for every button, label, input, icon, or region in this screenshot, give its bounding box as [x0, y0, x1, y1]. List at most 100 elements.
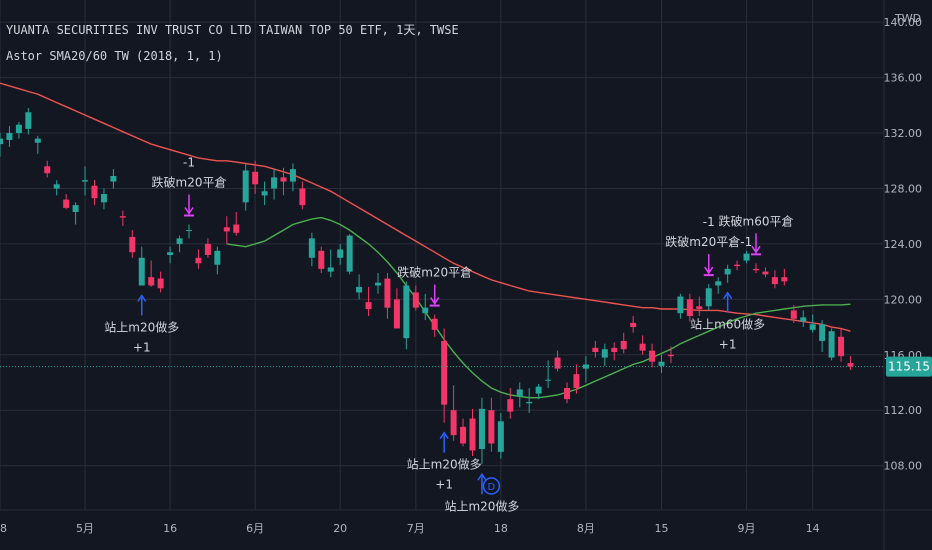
exit-signal: 跌破m20平倉 [397, 265, 472, 307]
y-tick-label: 124.00 [884, 238, 923, 251]
candle-body [422, 307, 429, 314]
candle [601, 343, 608, 366]
x-tick-label: 14 [806, 522, 820, 535]
candle [743, 250, 750, 264]
candle-body [762, 271, 769, 275]
candle [375, 273, 381, 294]
candle-body [6, 133, 13, 140]
candle-body [847, 363, 854, 367]
event-marker-label: D [488, 482, 496, 493]
candle-body [119, 216, 126, 218]
candle-body [743, 253, 750, 261]
currency-label: TWD [895, 12, 922, 25]
candle [809, 314, 816, 333]
candle-body [148, 277, 155, 286]
y-axis: 108.00112.00116.00120.00124.00128.00132.… [884, 16, 923, 472]
signal-label: 跌破m60平倉 [719, 213, 794, 228]
candle-body [460, 426, 467, 444]
candle [658, 354, 665, 373]
candle-body [271, 177, 278, 189]
candle-body [242, 170, 249, 203]
signal-label: 站上m20做多 [104, 319, 179, 334]
signal-label: 跌破m20平倉 [397, 265, 472, 280]
candle [271, 169, 278, 200]
y-tick-label: 132.00 [884, 127, 923, 140]
candle [762, 267, 769, 278]
candle-body [734, 264, 741, 267]
signals: 站上m20做多+1跌破m20平倉-1跌破m20平倉站上m20做多站上m20做多+… [104, 156, 793, 514]
y-tick-label: 136.00 [884, 72, 923, 85]
candle [705, 284, 712, 311]
candle [318, 246, 325, 274]
candle [129, 230, 136, 258]
candle [686, 293, 693, 322]
candle-body [469, 418, 476, 451]
candle [431, 314, 438, 337]
candle [44, 160, 51, 178]
exit-signal: 跌破m60平倉 [719, 213, 794, 256]
candle-body [838, 336, 845, 357]
candle-body [63, 199, 70, 208]
long-arrow-head [477, 472, 487, 481]
signal-sub-label: +1 [719, 338, 737, 352]
candle-body [308, 238, 315, 258]
x-tick-label: 6月 [246, 522, 264, 535]
candle-body [535, 386, 542, 394]
candle-body [800, 317, 807, 322]
candle [233, 212, 240, 236]
candle [176, 235, 183, 253]
candle [696, 296, 703, 316]
candle [573, 364, 580, 394]
candle [34, 135, 41, 154]
candle-body [686, 299, 693, 316]
candle-body [0, 138, 3, 145]
candle [526, 388, 533, 413]
candle-body [346, 235, 353, 272]
y-tick-label: 108.00 [884, 460, 923, 473]
x-tick-label: 16 [163, 522, 177, 535]
candle-body [318, 250, 325, 269]
candle [242, 163, 249, 211]
candle-body [545, 379, 552, 381]
candle [119, 210, 126, 226]
candle-body [223, 227, 230, 232]
last-price: 115.15 [0, 356, 932, 377]
candle [412, 285, 419, 311]
candle-body [261, 191, 268, 196]
y-tick-label: 120.00 [884, 293, 923, 306]
exit-arrow-head [704, 266, 714, 275]
candle [280, 167, 287, 196]
candle [261, 181, 268, 206]
candle [677, 293, 684, 319]
candle-body [233, 224, 240, 233]
candle [592, 340, 599, 358]
candle-body [365, 302, 372, 310]
signal-sub-label: -1 [183, 156, 195, 170]
candle [186, 224, 192, 239]
candle-body [771, 277, 778, 285]
last-price-badge [886, 356, 932, 377]
candle-body [384, 278, 391, 308]
indicator-legend[interactable]: Astor SMA20/60 TW (2018, 1, 1) [6, 49, 223, 63]
candle-body [393, 299, 400, 329]
candle-body [25, 112, 32, 129]
candle [781, 268, 788, 286]
signal-label: 站上m20做多 [407, 457, 482, 472]
long-arrow-head [137, 294, 147, 302]
candle [214, 246, 221, 275]
candle [337, 243, 344, 265]
candle [724, 264, 731, 283]
signal-label: 跌破m20平倉-1 [665, 234, 752, 249]
candle-body [592, 347, 599, 353]
candle-body [828, 331, 835, 358]
candle [497, 412, 504, 459]
signal-sub-label: +1 [435, 478, 453, 492]
candle [734, 260, 741, 271]
candle-body [667, 354, 674, 357]
x-tick-label: 18 [0, 522, 7, 535]
candle-body [601, 349, 608, 358]
candle-body [753, 268, 759, 271]
candle [790, 304, 797, 323]
candle [667, 346, 674, 364]
